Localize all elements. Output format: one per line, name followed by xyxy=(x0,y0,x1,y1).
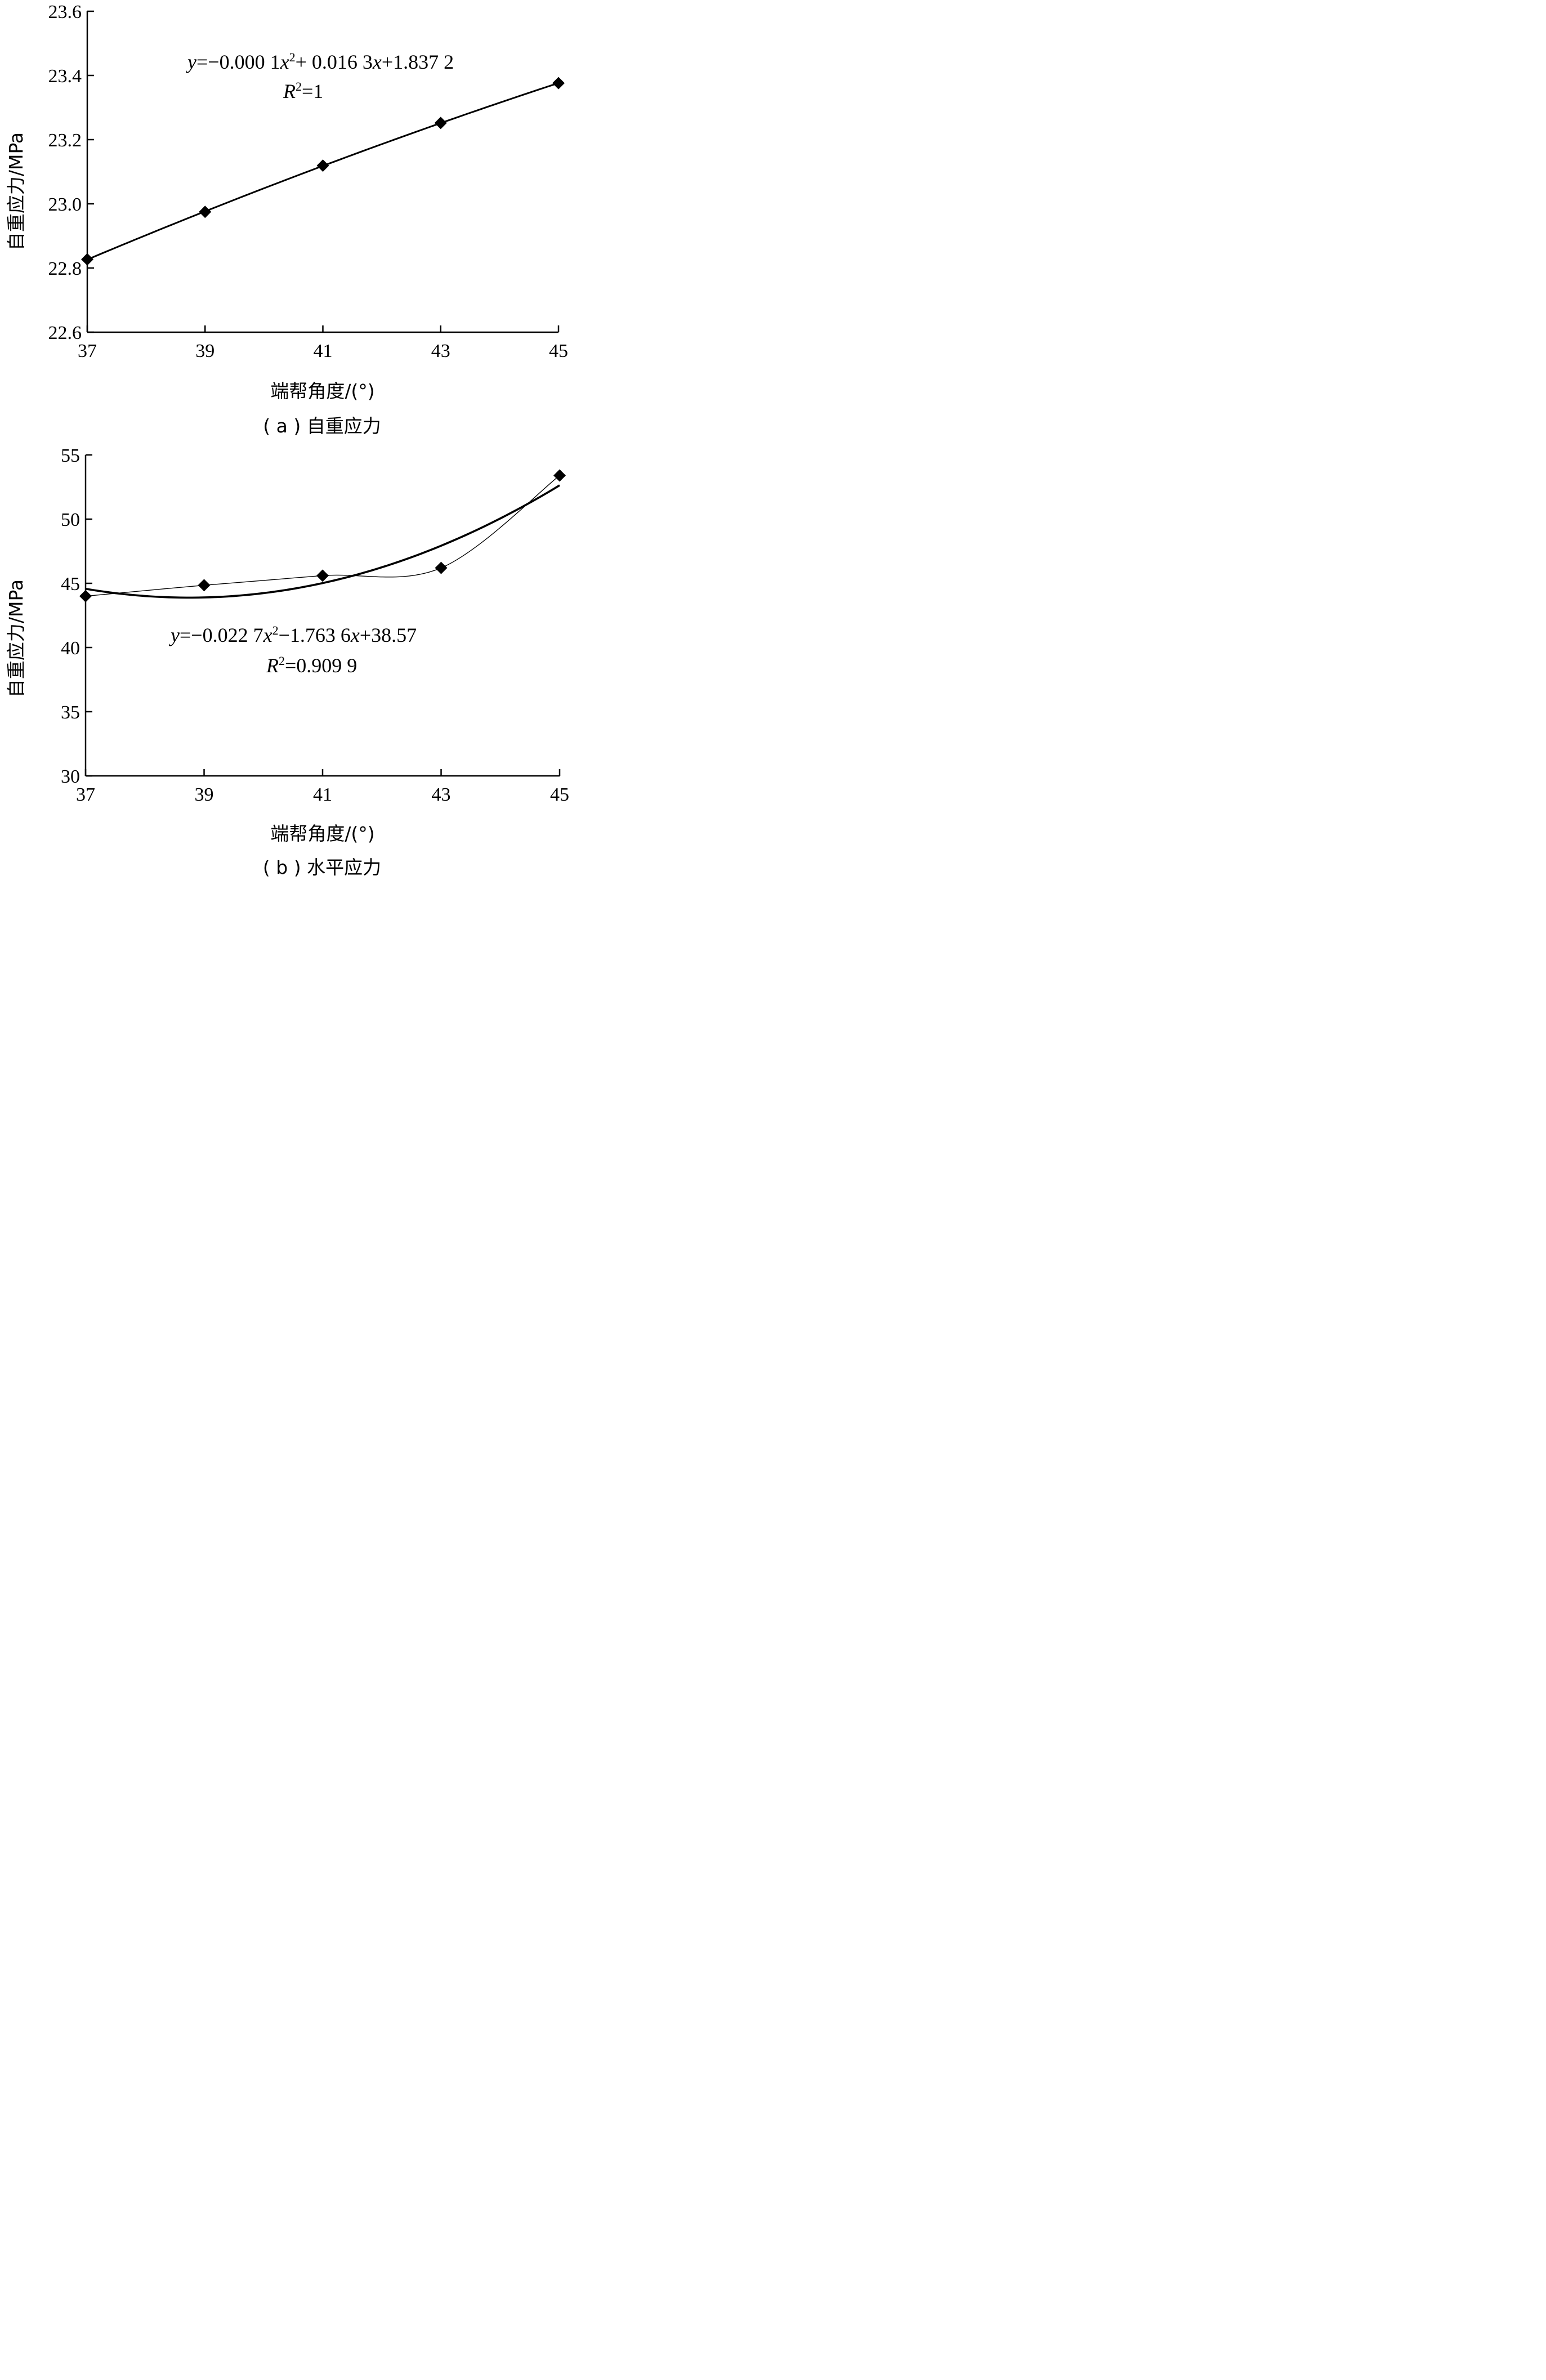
markers-a xyxy=(81,77,565,266)
y-tick-label: 40 xyxy=(61,638,80,659)
y-tick-label: 23.4 xyxy=(48,66,82,87)
x-tick-label: 39 xyxy=(195,784,214,805)
y-tick-labels-b: 30 35 40 45 50 55 xyxy=(61,445,80,787)
y-axis-title-a: 自重应力/MPa xyxy=(5,132,27,251)
x-tick-label: 41 xyxy=(314,341,333,361)
markers-b xyxy=(79,469,566,602)
y-tick-label: 22.6 xyxy=(48,323,82,343)
y-axis-title-b: 自重应力/MPa xyxy=(5,579,27,698)
data-point-marker xyxy=(434,117,447,130)
y-tick-label: 23.2 xyxy=(48,130,82,151)
trendline-b xyxy=(85,484,560,599)
r-squared-b: R2=0.909 9 xyxy=(266,654,357,677)
x-tick-label: 43 xyxy=(432,784,451,805)
y-tick-label: 50 xyxy=(61,510,80,530)
caption-b: ( b ) 水平应力 xyxy=(263,856,381,878)
y-tick-label: 45 xyxy=(61,574,80,595)
y-tick-label: 23.0 xyxy=(48,194,82,215)
x-tick-labels-b: 37 39 41 43 45 xyxy=(76,784,569,805)
x-tick-label: 45 xyxy=(549,341,568,361)
y-tick-labels-a: 22.6 22.8 23.0 23.2 23.4 23.6 xyxy=(48,2,82,343)
trendline-curve xyxy=(85,484,560,599)
x-tick-label: 37 xyxy=(76,784,95,805)
data-point-marker xyxy=(316,159,329,172)
x-axis-title-b: 端帮角度/(°) xyxy=(270,823,374,845)
axes-a xyxy=(86,10,560,333)
chart-panel-b: 30 35 40 45 50 55 37 39 41 43 45 自重应力/MPa 端帮角度/(°… xyxy=(5,445,569,878)
x-tick-label: 45 xyxy=(550,784,569,805)
x-tick-label: 41 xyxy=(313,784,332,805)
data-point-marker xyxy=(316,569,329,582)
x-tick-labels-a: 37 39 41 43 45 xyxy=(78,341,568,361)
y-tick-label: 22.8 xyxy=(48,258,82,279)
x-tick-label: 43 xyxy=(431,341,450,361)
y-tick-label: 35 xyxy=(61,702,80,723)
data-point-marker xyxy=(199,206,212,218)
caption-a: ( a ) 自重应力 xyxy=(263,415,381,437)
x-tick-label: 39 xyxy=(195,341,215,361)
figure: 22.6 22.8 23.0 23.2 23.4 23.6 37 39 41 43 45 自重应力… xyxy=(5,2,569,878)
equation-b: y=−0.022 7x2−1.763 6x+38.57 xyxy=(169,623,417,646)
y-tick-label: 23.6 xyxy=(48,2,82,23)
x-axis-title-a: 端帮角度/(°) xyxy=(270,380,374,402)
chart-panel-a: 22.6 22.8 23.0 23.2 23.4 23.6 37 39 41 43 45 自重应力… xyxy=(5,2,568,437)
axes-b xyxy=(84,454,561,777)
y-tick-label: 55 xyxy=(61,445,80,466)
equation-a: y=−0.000 1x2+ 0.016 3x+1.837 2 xyxy=(186,50,454,73)
data-point-marker xyxy=(435,561,448,574)
y-tick-label: 30 xyxy=(61,766,80,787)
data-point-marker xyxy=(81,253,93,266)
x-tick-label: 37 xyxy=(78,341,97,361)
data-point-marker xyxy=(553,469,566,482)
data-point-marker xyxy=(79,590,92,602)
r-squared-a: R2=1 xyxy=(283,79,323,102)
data-point-marker xyxy=(198,579,211,592)
data-point-marker xyxy=(552,77,565,90)
